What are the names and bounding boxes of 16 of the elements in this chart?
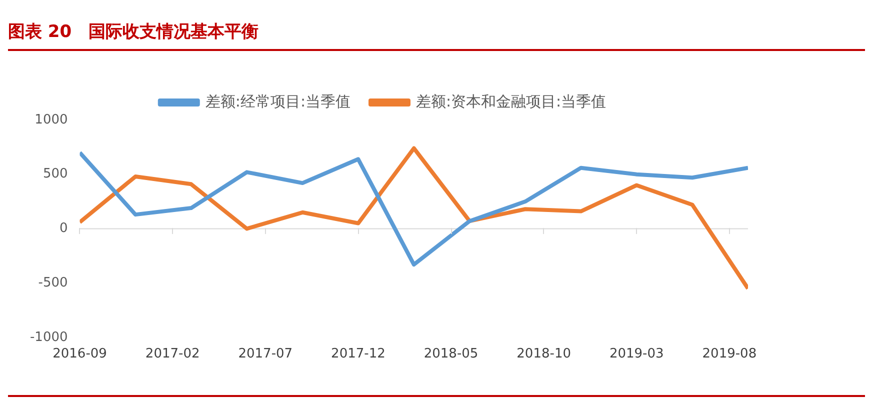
x-tick-label: 2017-12: [331, 346, 386, 362]
x-tick-label: 2017-02: [145, 346, 200, 362]
legend-label: 差额:经常项目:当季值: [205, 92, 350, 110]
x-tick-label: 2019-03: [609, 346, 664, 362]
y-tick-label: 1000: [34, 112, 68, 128]
x-tick-label: 2019-08: [702, 346, 757, 362]
x-tick-label: 2016-09: [52, 346, 107, 362]
x-tick-label: 2017-07: [238, 346, 293, 362]
y-tick-label: -500: [38, 275, 68, 290]
y-tick-label: 0: [59, 221, 68, 236]
y-tick-label: 500: [42, 166, 68, 182]
legend-label: 差额:资本和金融项目:当季值: [416, 92, 606, 110]
y-tick-label: -1000: [30, 330, 68, 345]
x-tick-label: 2018-05: [424, 346, 478, 362]
chart-title: 图表 20 国际收支情况基本平衡: [8, 8, 865, 51]
x-tick-label: 2018-10: [516, 346, 571, 362]
